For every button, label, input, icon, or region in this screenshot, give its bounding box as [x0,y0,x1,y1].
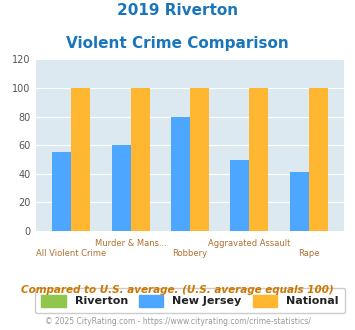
Text: Murder & Mans...: Murder & Mans... [94,239,166,248]
Text: Robbery: Robbery [173,249,207,258]
Legend: Riverton, New Jersey, National: Riverton, New Jersey, National [35,288,345,313]
Text: © 2025 CityRating.com - https://www.cityrating.com/crime-statistics/: © 2025 CityRating.com - https://www.city… [45,317,310,326]
Bar [230,159,249,231]
Text: All Violent Crime: All Violent Crime [36,249,106,258]
Bar [111,145,131,231]
Bar [131,88,149,231]
Bar [71,88,90,231]
Text: Compared to U.S. average. (U.S. average equals 100): Compared to U.S. average. (U.S. average … [21,285,334,295]
Text: 2019 Riverton: 2019 Riverton [117,3,238,18]
Text: Violent Crime Comparison: Violent Crime Comparison [66,36,289,51]
Bar [171,116,190,231]
Bar [52,152,71,231]
Bar [290,172,309,231]
Bar [249,88,268,231]
Text: Aggravated Assault: Aggravated Assault [208,239,290,248]
Text: Rape: Rape [298,249,320,258]
Bar [309,88,328,231]
Bar [190,88,209,231]
